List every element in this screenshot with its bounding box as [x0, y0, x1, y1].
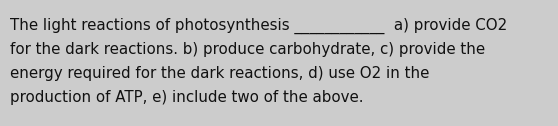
Text: for the dark reactions. b) produce carbohydrate, c) provide the: for the dark reactions. b) produce carbo… — [10, 42, 485, 57]
Text: production of ATP, e) include two of the above.: production of ATP, e) include two of the… — [10, 90, 363, 105]
Text: energy required for the dark reactions, d) use O2 in the: energy required for the dark reactions, … — [10, 66, 429, 81]
Text: The light reactions of photosynthesis ____________  a) provide CO2: The light reactions of photosynthesis __… — [10, 18, 507, 34]
